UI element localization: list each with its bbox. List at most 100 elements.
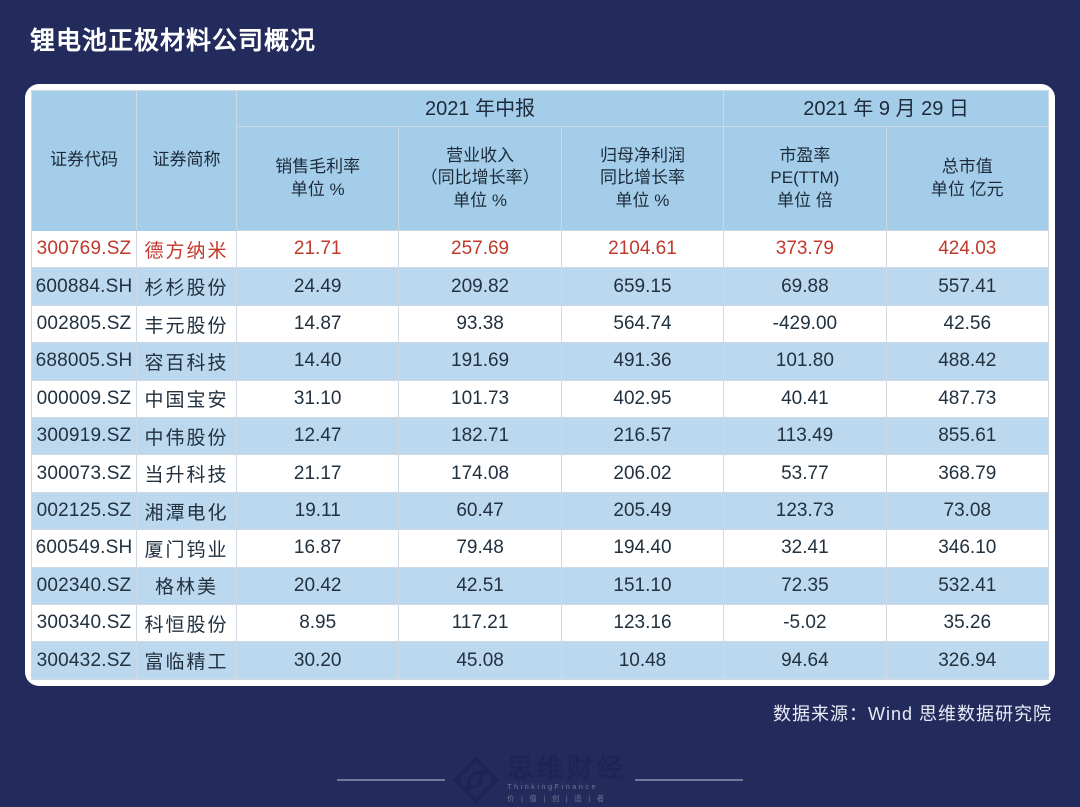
table-row: 300340.SZ 科恒股份 8.95 117.21 123.16 -5.02 35.26 bbox=[31, 604, 1050, 643]
cell-profit-growth: 216.57 bbox=[560, 417, 725, 456]
table-row: 002340.SZ 格林美 20.42 42.51 151.10 72.35 532.41 bbox=[31, 566, 1050, 606]
cell-security-code: 002805.SZ bbox=[31, 304, 137, 344]
cell-revenue-growth: 60.47 bbox=[398, 491, 562, 531]
logo-chinese-name: 思维财经 bbox=[506, 753, 627, 784]
cell-profit-growth: 659.15 bbox=[560, 267, 725, 306]
logo-tagline: 价 | 值 | 创 | 造 | 者 bbox=[506, 793, 607, 803]
data-table-card: 证券代码 证券简称 2021 年中报 2021 年 9 月 29 日 销售毛利率… bbox=[25, 84, 1055, 686]
cell-pe-ttm: 101.80 bbox=[723, 342, 887, 381]
cell-pe-ttm: 373.79 bbox=[723, 229, 887, 269]
cell-pe-ttm: 113.49 bbox=[723, 417, 887, 456]
cell-market-cap: 35.26 bbox=[885, 604, 1050, 643]
logo-rule-left bbox=[336, 778, 445, 781]
cell-security-name: 丰元股份 bbox=[136, 304, 237, 344]
cell-profit-growth: 151.10 bbox=[560, 566, 725, 606]
cell-gross-margin: 8.95 bbox=[235, 604, 400, 643]
cell-market-cap: 368.79 bbox=[885, 454, 1050, 493]
thinking-finance-logo-icon bbox=[452, 756, 499, 803]
cell-gross-margin: 31.10 bbox=[235, 379, 400, 419]
table-row: 300919.SZ 中伟股份 12.47 182.71 216.57 113.49 855.… bbox=[31, 417, 1050, 456]
cell-revenue-growth: 257.69 bbox=[398, 229, 562, 269]
cell-pe-ttm: 53.77 bbox=[723, 454, 887, 493]
cell-security-code: 300073.SZ bbox=[31, 454, 137, 493]
cell-security-code: 688005.SH bbox=[31, 342, 137, 381]
cell-market-cap: 42.56 bbox=[885, 304, 1050, 344]
cell-gross-margin: 19.11 bbox=[235, 491, 400, 531]
cell-security-name: 湘潭电化 bbox=[136, 491, 237, 531]
table-row: 300432.SZ 富临精工 30.20 45.08 10.48 94.64 326.94 bbox=[31, 641, 1050, 680]
cell-gross-margin: 12.47 bbox=[235, 417, 400, 456]
cell-profit-growth: 2104.61 bbox=[560, 229, 725, 269]
cell-profit-growth: 205.49 bbox=[560, 491, 725, 531]
table-head: 证券代码 证券简称 2021 年中报 2021 年 9 月 29 日 销售毛利率… bbox=[31, 90, 1050, 231]
logo-english-name: ThinkingFinance bbox=[506, 782, 599, 792]
cell-profit-growth: 10.48 bbox=[560, 641, 725, 680]
cell-gross-margin: 21.17 bbox=[235, 454, 400, 493]
cell-pe-ttm: 40.41 bbox=[723, 379, 887, 419]
cell-security-code: 300769.SZ bbox=[31, 229, 137, 269]
cell-revenue-growth: 182.71 bbox=[398, 417, 562, 456]
cell-market-cap: 557.41 bbox=[885, 267, 1050, 306]
table-row: 600884.SH 杉杉股份 24.49 209.82 659.15 69.88 557.4… bbox=[31, 267, 1050, 306]
table-row: 002125.SZ 湘潭电化 19.11 60.47 205.49 123.73 73.08 bbox=[31, 491, 1050, 531]
company-overview-table: 证券代码 证券简称 2021 年中报 2021 年 9 月 29 日 销售毛利率… bbox=[31, 90, 1050, 680]
cell-profit-growth: 206.02 bbox=[560, 454, 725, 493]
cell-market-cap: 487.73 bbox=[885, 379, 1050, 419]
column-header-security-code: 证券代码 bbox=[31, 90, 137, 231]
cell-revenue-growth: 174.08 bbox=[398, 454, 562, 493]
cell-profit-growth: 491.36 bbox=[560, 342, 725, 381]
cell-security-code: 002340.SZ bbox=[31, 566, 137, 606]
title-bar: 锂电池正极材料公司概况 bbox=[0, 0, 1080, 78]
cell-security-name: 容百科技 bbox=[136, 342, 237, 381]
cell-revenue-growth: 209.82 bbox=[398, 267, 562, 306]
cell-revenue-growth: 42.51 bbox=[398, 566, 562, 606]
data-source-note: 数据来源：Wind 思维数据研究院 bbox=[772, 704, 1052, 724]
brand-logo: 思维财经 ThinkingFinance 价 | 值 | 创 | 造 | 者 bbox=[0, 752, 1080, 807]
cell-market-cap: 424.03 bbox=[885, 229, 1050, 269]
table-column-header-row: 销售毛利率 单位 % 营业收入 （同比增长率） 单位 % 归母净利润 同比增长率… bbox=[32, 126, 1050, 231]
cell-market-cap: 326.94 bbox=[885, 641, 1050, 680]
cell-security-name: 科恒股份 bbox=[136, 604, 237, 643]
cell-security-name: 德方纳米 bbox=[136, 229, 237, 269]
cell-profit-growth: 564.74 bbox=[560, 304, 725, 344]
column-header-security-name-label: 证券简称 bbox=[152, 150, 221, 170]
table-row: 002805.SZ 丰元股份 14.87 93.38 564.74 -429.00 42.5… bbox=[31, 304, 1050, 344]
cell-profit-growth: 123.16 bbox=[560, 604, 725, 643]
table-body: 300769.SZ 德方纳米 21.71 257.69 2104.61 373.79 424… bbox=[31, 229, 1050, 680]
table-row: 000009.SZ 中国宝安 31.10 101.73 402.95 40.41 487.7… bbox=[31, 379, 1050, 419]
cell-security-name: 杉杉股份 bbox=[136, 267, 237, 306]
column-header-market-cap: 总市值 单位 亿元 bbox=[885, 126, 1050, 231]
table-row: 300073.SZ 当升科技 21.17 174.08 206.02 53.77 368.7… bbox=[31, 454, 1050, 493]
cell-pe-ttm: 94.64 bbox=[723, 641, 887, 680]
cell-profit-growth: 402.95 bbox=[560, 379, 725, 419]
cell-market-cap: 346.10 bbox=[885, 529, 1050, 568]
cell-security-name: 格林美 bbox=[136, 566, 237, 606]
cell-gross-margin: 21.71 bbox=[235, 229, 400, 269]
cell-security-code: 600549.SH bbox=[31, 529, 137, 568]
cell-pe-ttm: 32.41 bbox=[723, 529, 887, 568]
cell-gross-margin: 14.87 bbox=[235, 304, 400, 344]
cell-gross-margin: 30.20 bbox=[235, 641, 400, 680]
logo-text-column: 思维财经 ThinkingFinance 价 | 值 | 创 | 造 | 者 bbox=[507, 755, 627, 804]
column-header-security-code-label: 证券代码 bbox=[50, 150, 118, 170]
table-row: 300769.SZ 德方纳米 21.71 257.69 2104.61 373.79 424… bbox=[31, 229, 1050, 269]
cell-revenue-growth: 101.73 bbox=[398, 379, 562, 419]
cell-security-code: 002125.SZ bbox=[31, 491, 137, 531]
cell-revenue-growth: 117.21 bbox=[398, 604, 562, 643]
logo-rule-right bbox=[635, 778, 743, 781]
cell-market-cap: 488.42 bbox=[885, 342, 1050, 381]
cell-security-name: 厦门钨业 bbox=[136, 529, 237, 568]
group-header-2021-09-29: 2021 年 9 月 29 日 bbox=[723, 90, 1049, 127]
cell-pe-ttm: -5.02 bbox=[723, 604, 887, 643]
cell-gross-margin: 24.49 bbox=[235, 267, 400, 306]
column-header-revenue-growth: 营业收入 （同比增长率） 单位 % bbox=[398, 126, 562, 231]
table-row: 600549.SH 厦门钨业 16.87 79.48 194.40 32.41 346.10 bbox=[31, 529, 1050, 568]
cell-security-name: 中伟股份 bbox=[136, 417, 237, 456]
cell-gross-margin: 16.87 bbox=[235, 529, 400, 568]
cell-market-cap: 532.41 bbox=[885, 566, 1050, 606]
table-row: 688005.SH 容百科技 14.40 191.69 491.36 101.80 488.… bbox=[31, 342, 1050, 381]
cell-pe-ttm: -429.00 bbox=[723, 304, 887, 344]
page-title: 锂电池正极材料公司概况 bbox=[30, 27, 317, 55]
column-header-pe-ttm: 市盈率 PE(TTM) 单位 倍 bbox=[723, 126, 887, 231]
cell-security-code: 300919.SZ bbox=[31, 417, 137, 456]
